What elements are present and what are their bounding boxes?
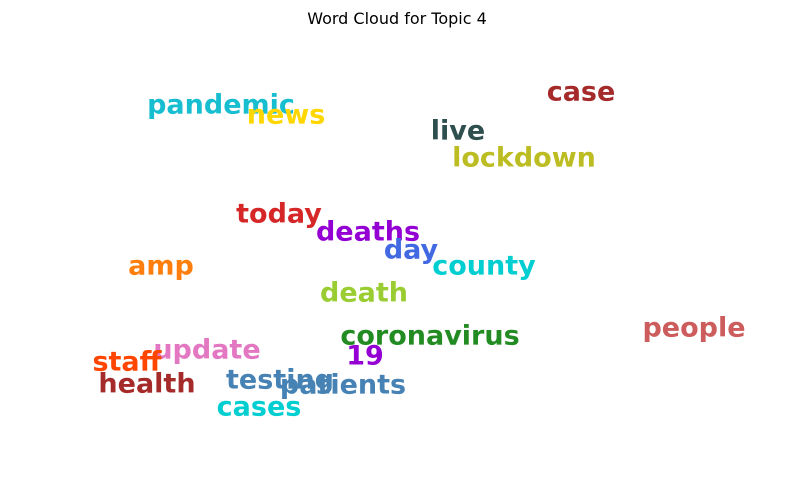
word-people: people [642, 313, 745, 344]
word-deaths: deaths [316, 217, 420, 248]
word-amp: amp [128, 251, 194, 282]
word-day: day [384, 235, 439, 266]
words-layer: pandemicnewscaselivelockdowntodaydeathsd… [92, 77, 745, 423]
chart-title: Word Cloud for Topic 4 [307, 9, 487, 28]
word-testing: testing [226, 365, 334, 396]
word-patients: patients [280, 370, 406, 401]
word-lockdown: lockdown [452, 143, 596, 174]
word-county: county [432, 251, 536, 282]
word-live: live [431, 116, 485, 147]
word-news: news [247, 100, 326, 131]
word-cases: cases [217, 392, 302, 423]
word-update: update [153, 335, 260, 366]
word-pandemic: pandemic [147, 90, 295, 121]
word-health: health [98, 369, 195, 400]
word-death: death [320, 278, 408, 309]
word-case: case [547, 77, 616, 108]
word-staff: staff [92, 347, 162, 378]
word-coronavirus: coronavirus [340, 321, 519, 352]
word-today: today [236, 199, 322, 230]
word-19: 19 [346, 341, 384, 372]
